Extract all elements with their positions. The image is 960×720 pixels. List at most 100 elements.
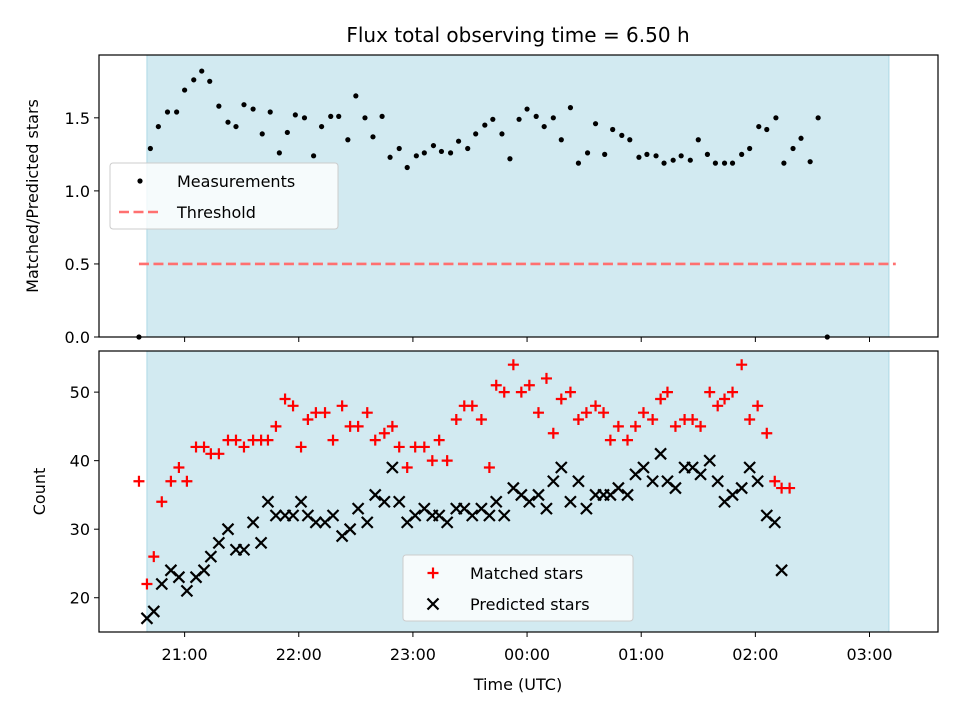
y-tick-label: 0.0: [65, 328, 90, 347]
data-point: [267, 109, 273, 115]
data-point: [515, 386, 527, 398]
data-point: [610, 126, 616, 133]
data-point: [319, 407, 331, 419]
data-point: [141, 578, 153, 590]
data-point: [630, 420, 642, 432]
data-point: [764, 126, 770, 133]
data-point: [370, 134, 376, 140]
data-point: [204, 550, 218, 563]
data-point: [637, 461, 650, 474]
bottom-panel: 20 30 40 50 21:00 22:00 23:00 00:00 01:00 02:00 03…: [30, 350, 939, 664]
data-point: [807, 159, 813, 165]
data-point: [155, 577, 169, 591]
data-point: [318, 123, 325, 130]
data-point: [540, 372, 552, 384]
data-point: [747, 145, 753, 152]
data-point: [636, 154, 642, 160]
data-point: [378, 427, 390, 439]
data-point: [408, 509, 422, 522]
data-point: [259, 131, 265, 137]
data-point: [241, 102, 247, 108]
data-point: [269, 509, 283, 522]
data-point: [353, 93, 359, 99]
data-point: [368, 488, 382, 502]
data-point: [386, 420, 398, 432]
data-point: [294, 495, 308, 509]
data-point: [181, 475, 193, 487]
data-point: [498, 386, 510, 398]
x-tick-label: 01:00: [618, 645, 664, 664]
plot-frame: [98, 350, 939, 633]
data-point: [622, 434, 634, 446]
legend-box: [109, 162, 339, 230]
legend-marker: [426, 597, 440, 611]
data-point: [246, 516, 260, 529]
data-point: [547, 427, 559, 439]
data-point: [540, 502, 553, 515]
data-point: [404, 164, 410, 171]
data-point: [216, 103, 222, 109]
data-point: [378, 495, 391, 509]
data-point: [295, 441, 307, 453]
data-point: [704, 386, 716, 398]
data-point: [703, 454, 716, 467]
data-point: [507, 156, 513, 162]
data-point: [619, 132, 625, 138]
data-point: [654, 447, 667, 461]
data-point: [711, 474, 724, 488]
data-point: [704, 151, 711, 157]
data-point: [336, 113, 342, 119]
data-point: [781, 160, 787, 166]
data-point: [653, 153, 659, 159]
data-point: [309, 516, 323, 529]
data-point: [362, 115, 368, 121]
legend-marker: [427, 567, 439, 579]
x-tick-label: 03:00: [846, 645, 892, 664]
x-tick-label: 02:00: [732, 645, 778, 664]
data-point: [712, 400, 724, 412]
y-tick-label: 30: [70, 520, 90, 539]
data-point: [155, 123, 161, 130]
legend-label: Measurements: [177, 172, 295, 191]
legend: Measurements Threshold: [109, 162, 339, 230]
data-point: [276, 150, 282, 156]
data-point: [719, 393, 731, 405]
data-point: [735, 481, 748, 495]
data-point: [455, 138, 462, 144]
data-point: [598, 407, 610, 419]
data-point: [386, 461, 399, 474]
data-point: [661, 386, 673, 398]
x-tick-label: 23:00: [390, 645, 436, 664]
data-point: [261, 495, 275, 509]
data-point: [336, 400, 348, 412]
legend-label: Threshold: [176, 203, 256, 222]
data-point: [475, 414, 487, 426]
data-point: [489, 495, 503, 509]
data-point: [739, 151, 745, 157]
y-tick-label: 1.0: [65, 182, 90, 201]
data-point: [212, 536, 226, 550]
data-point: [572, 414, 584, 426]
data-point: [197, 564, 211, 577]
data-point: [421, 150, 427, 156]
data-point: [580, 407, 592, 419]
data-point: [230, 434, 242, 446]
data-point: [790, 145, 796, 152]
data-point: [555, 393, 567, 405]
data-point: [413, 153, 419, 159]
data-point: [393, 441, 405, 453]
legend-marker: [137, 178, 143, 184]
y-tick-label: 40: [70, 452, 90, 471]
data-point: [465, 145, 471, 152]
data-point: [465, 509, 479, 522]
top-panel: 0.0 0.5 1.0 1.5 Matched/Predicted stars Measu…: [23, 54, 939, 347]
y-axis-label: Count: [30, 468, 49, 516]
data-point: [326, 509, 340, 522]
data-point: [490, 379, 502, 391]
data-point: [392, 495, 406, 509]
data-point: [768, 516, 782, 529]
data-point: [440, 516, 454, 529]
x-tick-label: 21:00: [162, 645, 208, 664]
data-point: [430, 142, 437, 149]
data-point: [221, 522, 235, 536]
